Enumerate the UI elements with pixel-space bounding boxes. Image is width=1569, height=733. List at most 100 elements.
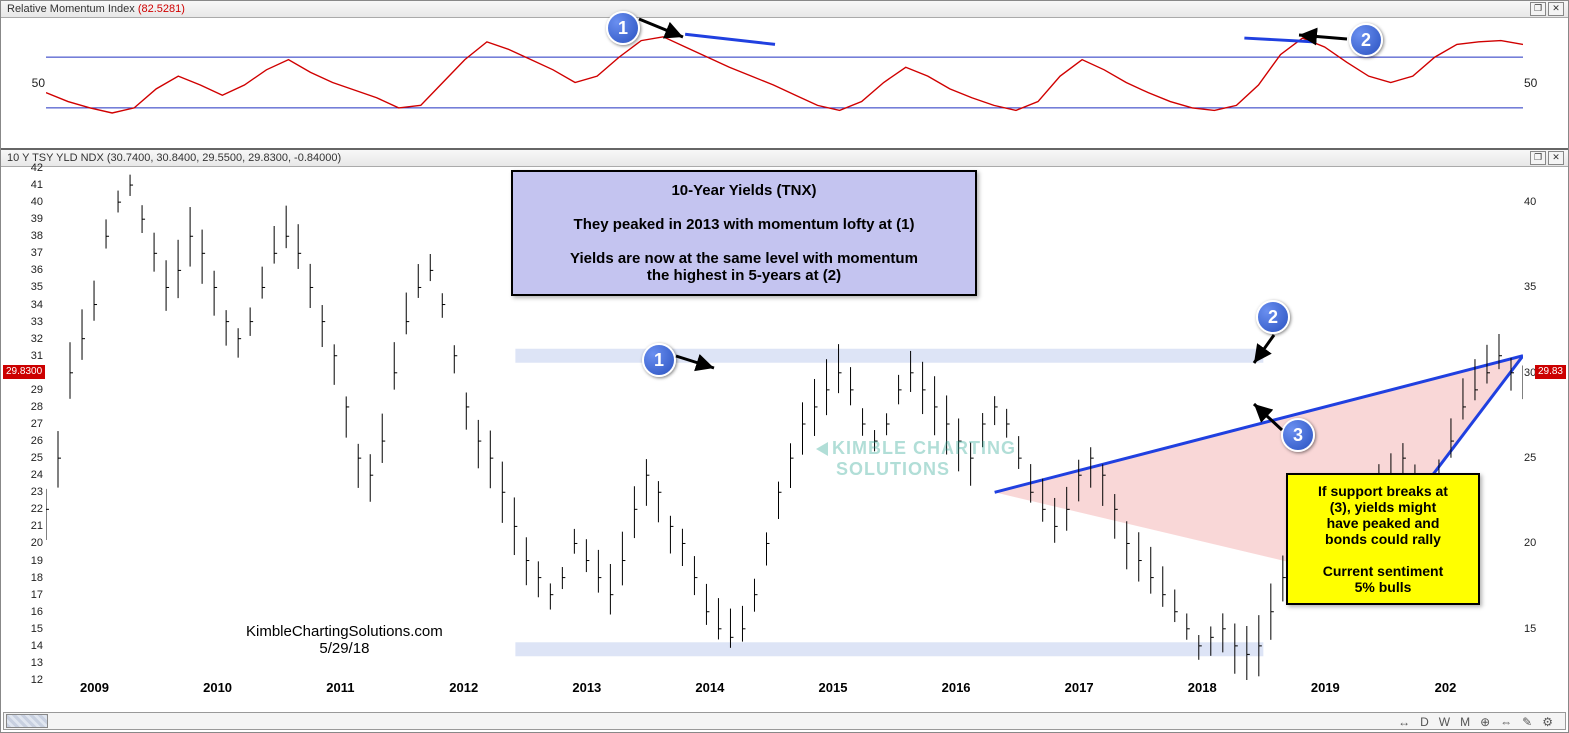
price-ohlc: (30.7400, 30.8400, 29.5500, 29.8300, -0.… (107, 152, 341, 164)
rmi-title: Relative Momentum Index (7, 3, 135, 15)
scrollbar-strip[interactable]: ↔ DWM ⊕ ⇔ ✎ ⚙ (3, 712, 1566, 730)
bottom-toolbar: ↔ DWM ⊕ ⇔ ✎ ⚙ (1396, 713, 1555, 731)
ytick-left: 12 (31, 674, 43, 686)
price-marker-right: 29.83 (1535, 365, 1566, 379)
watermark-icon (816, 442, 828, 456)
ytick-left: 38 (31, 230, 43, 242)
badge-1-bot: 1 (642, 343, 676, 377)
badge-2-top: 2 (1349, 23, 1383, 57)
ytick-left: 27 (31, 418, 43, 430)
ytick-right: 25 (1524, 452, 1536, 464)
attrib-line2: 5/29/18 (246, 640, 443, 657)
yel-l2: have peaked and (1298, 515, 1468, 531)
attrib-line1: KimbleChartingSolutions.com (246, 623, 443, 640)
ytick-left: 15 (31, 623, 43, 635)
badge-1-top: 1 (606, 11, 640, 45)
price-yaxis-right: 152025303540 (1520, 168, 1566, 680)
blue-l4: Yields are now at the same level with mo… (529, 250, 959, 267)
price-panel: 10 Y TSY YLD NDX (30.7400, 30.8400, 29.5… (1, 150, 1568, 710)
badge-2-bot: 2 (1256, 300, 1290, 334)
ytick-left: 23 (31, 486, 43, 498)
watermark-line2: SOLUTIONS (836, 459, 950, 479)
ytick-left: 39 (31, 213, 43, 225)
rmi-header: Relative Momentum Index (82.5281) ❐ ✕ (1, 1, 1568, 18)
ytick-left: 36 (31, 264, 43, 276)
price-yaxis-left: 1213141516171819202122232425262728293031… (3, 168, 45, 680)
ytick-left: 24 (31, 469, 43, 481)
ytick-left: 22 (31, 503, 43, 515)
xaxis-label: 2009 (80, 680, 109, 695)
ytick-left: 20 (31, 537, 43, 549)
watermark: KIMBLE CHARTING SOLUTIONS (816, 438, 1016, 480)
ytick-left: 16 (31, 606, 43, 618)
rmi-yaxis-left: 50 (3, 19, 47, 146)
ytick-left: 13 (31, 657, 43, 669)
rmi-value: (82.5281) (138, 3, 185, 15)
blue-l2: They peaked in 2013 with momentum lofty … (529, 216, 959, 233)
window-controls-top: ❐ ✕ (1530, 2, 1564, 16)
ytick-right: 20 (1524, 537, 1536, 549)
toolbar-button[interactable]: D (1418, 715, 1431, 729)
restore-icon[interactable]: ❐ (1530, 2, 1546, 16)
price-plot: KIMBLE CHARTING SOLUTIONS 10-Year Yields… (46, 168, 1523, 680)
xaxis-label: 2017 (1065, 680, 1094, 695)
scrollbar-thumb[interactable] (6, 714, 48, 728)
xaxis-label: 2011 (326, 680, 354, 695)
xaxis-label: 2013 (572, 680, 601, 695)
yel-l5: Current sentiment (1298, 563, 1468, 579)
restore-icon[interactable]: ❐ (1530, 151, 1546, 165)
ytick-left: 26 (31, 435, 43, 447)
xaxis-label: 2018 (1188, 680, 1217, 695)
toolbar-button[interactable]: ↔ (1396, 715, 1412, 729)
rmi-panel: Relative Momentum Index (82.5281) ❐ ✕ 50… (1, 1, 1568, 150)
yel-l1: (3), yields might (1298, 499, 1468, 515)
ytick-left: 29 (31, 384, 43, 396)
ytick-50-r: 50 (1524, 76, 1537, 90)
x-axis: 2009201020112012201320142015201620172018… (46, 680, 1523, 700)
xaxis-label: 2014 (695, 680, 724, 695)
xaxis-label: 2010 (203, 680, 232, 695)
close-icon[interactable]: ✕ (1548, 2, 1564, 16)
arrow-1-top (637, 13, 697, 43)
ytick-left: 21 (31, 520, 43, 532)
ytick-left: 19 (31, 555, 43, 567)
xaxis-label: 2019 (1311, 680, 1340, 695)
toolbar-button[interactable]: M (1458, 715, 1472, 729)
chart-container: Relative Momentum Index (82.5281) ❐ ✕ 50… (0, 0, 1569, 733)
toolbar-button[interactable]: W (1437, 715, 1452, 729)
toolbar-button[interactable]: ✎ (1520, 715, 1534, 729)
ytick-left: 18 (31, 572, 43, 584)
ytick-left: 37 (31, 247, 43, 259)
toolbar-button[interactable]: ⚙ (1540, 715, 1555, 729)
rmi-yaxis-right: 50 (1520, 19, 1566, 146)
blue-l0: 10-Year Yields (TNX) (529, 182, 959, 199)
ytick-left: 42 (31, 162, 43, 174)
toolbar-button[interactable]: ⊕ (1478, 715, 1492, 729)
watermark-line1: KIMBLE CHARTING (832, 438, 1016, 458)
ytick-left: 14 (31, 640, 43, 652)
price-title: 10 Y TSY YLD NDX (7, 152, 104, 164)
xaxis-label: 2016 (942, 680, 971, 695)
ytick-right: 40 (1524, 196, 1536, 208)
ytick-50-l: 50 (32, 76, 45, 90)
ytick-left: 25 (31, 452, 43, 464)
annotation-box-yellow: If support breaks at (3), yields might h… (1286, 473, 1480, 605)
arrow-1-bot (674, 348, 724, 376)
ytick-left: 33 (31, 316, 43, 328)
close-icon[interactable]: ✕ (1548, 151, 1564, 165)
ytick-left: 28 (31, 401, 43, 413)
ytick-right: 15 (1524, 623, 1536, 635)
ytick-left: 31 (31, 350, 43, 362)
ytick-left: 41 (31, 179, 43, 191)
badge-3-bot: 3 (1281, 418, 1315, 452)
ytick-left: 32 (31, 333, 43, 345)
price-header: 10 Y TSY YLD NDX (30.7400, 30.8400, 29.5… (1, 150, 1568, 167)
price-marker-left: 29.8300 (3, 365, 45, 379)
toolbar-button[interactable]: ⇔ (1498, 715, 1514, 729)
arrow-2-bot (1246, 333, 1286, 373)
attribution: KimbleChartingSolutions.com 5/29/18 (246, 623, 443, 657)
yel-l6: 5% bulls (1298, 579, 1468, 595)
ytick-left: 35 (31, 281, 43, 293)
window-controls-bottom: ❐ ✕ (1530, 151, 1564, 165)
ytick-right: 35 (1524, 281, 1536, 293)
